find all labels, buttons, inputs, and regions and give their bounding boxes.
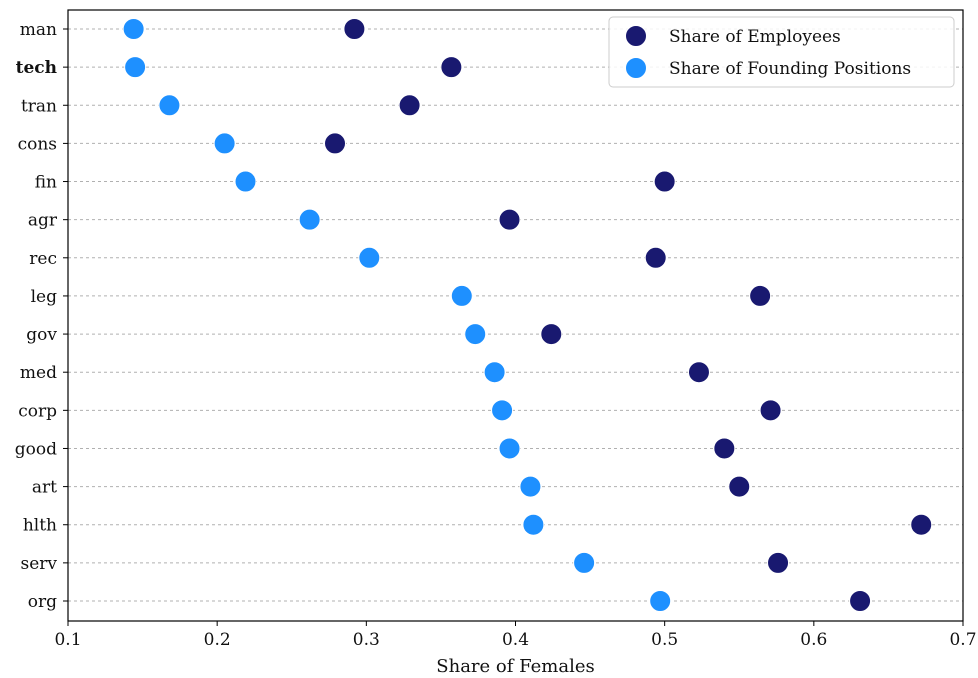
- y-tick-label-rec: rec: [29, 249, 57, 269]
- point-founding-leg: [450, 284, 473, 307]
- point-employees-med: [687, 361, 710, 384]
- point-employees-agr: [498, 208, 521, 231]
- point-employees-cons: [324, 132, 347, 155]
- y-tick-label-serv: serv: [20, 554, 57, 574]
- point-founding-good: [498, 437, 521, 460]
- legend-label-employees: Share of Employees: [669, 27, 841, 47]
- point-employees-tran: [398, 94, 421, 117]
- y-tick-label-gov: gov: [26, 325, 57, 345]
- point-employees-gov: [540, 323, 563, 346]
- point-founding-tech: [124, 56, 147, 79]
- legend-label-founding: Share of Founding Positions: [669, 59, 911, 79]
- point-employees-good: [713, 437, 736, 460]
- point-founding-serv: [573, 551, 596, 574]
- plot-frame: [67, 9, 964, 622]
- point-founding-tran: [158, 94, 181, 117]
- x-tick-label: 0.2: [204, 630, 231, 650]
- point-employees-art: [728, 475, 751, 498]
- point-employees-hlth: [910, 513, 933, 536]
- point-founding-med: [483, 361, 506, 384]
- point-founding-cons: [213, 132, 236, 155]
- point-founding-gov: [464, 323, 487, 346]
- y-tick-label-leg: leg: [31, 287, 57, 307]
- point-founding-hlth: [522, 513, 545, 536]
- x-axis-title: Share of Females: [436, 656, 594, 677]
- x-tick-label: 0.4: [502, 630, 529, 650]
- point-employees-tech: [440, 56, 463, 79]
- point-founding-rec: [358, 246, 381, 269]
- grid-layer: [68, 28, 963, 602]
- y-tick-label-org: org: [28, 592, 57, 612]
- y-tick-label-tech: tech: [16, 58, 57, 78]
- x-tick-label: 0.7: [949, 630, 976, 650]
- point-employees-man: [343, 18, 366, 40]
- y-tick-label-corp: corp: [18, 401, 57, 421]
- point-founding-art: [519, 475, 542, 498]
- x-tick-label: 0.3: [353, 630, 380, 650]
- y-tick-label-fin: fin: [35, 173, 57, 193]
- legend: Share of Employees Share of Founding Posi…: [608, 16, 955, 88]
- points-layer: [122, 18, 933, 612]
- y-tick-label-art: art: [32, 478, 57, 498]
- point-founding-corp: [491, 399, 514, 422]
- point-employees-org: [849, 590, 872, 612]
- y-tick-label-good: good: [15, 439, 57, 459]
- legend-marker-founding: [625, 57, 647, 79]
- point-founding-man: [122, 18, 145, 40]
- point-employees-corp: [759, 399, 782, 422]
- point-founding-agr: [298, 208, 321, 231]
- point-founding-org: [649, 590, 672, 612]
- y-tick-label-hlth: hlth: [23, 516, 57, 536]
- point-employees-rec: [644, 246, 667, 269]
- legend-box: [608, 16, 955, 88]
- legend-marker-employees: [625, 25, 647, 47]
- axes-layer: 0.1 0.2 0.3 0.4 0.5 0.6 0.7 man tech tran cons fin a…: [15, 9, 977, 677]
- x-tick-label: 0.6: [800, 630, 827, 650]
- x-tick-label: 0.1: [54, 630, 81, 650]
- point-employees-leg: [749, 284, 772, 307]
- point-founding-fin: [234, 170, 257, 193]
- y-tick-label-man: man: [20, 20, 57, 40]
- point-employees-serv: [767, 551, 790, 574]
- y-tick-label-tran: tran: [21, 96, 57, 116]
- point-employees-fin: [653, 170, 676, 193]
- x-tick-label: 0.5: [651, 630, 678, 650]
- y-tick-label-med: med: [20, 363, 57, 383]
- y-tick-label-cons: cons: [18, 134, 57, 154]
- y-tick-label-agr: agr: [28, 211, 58, 231]
